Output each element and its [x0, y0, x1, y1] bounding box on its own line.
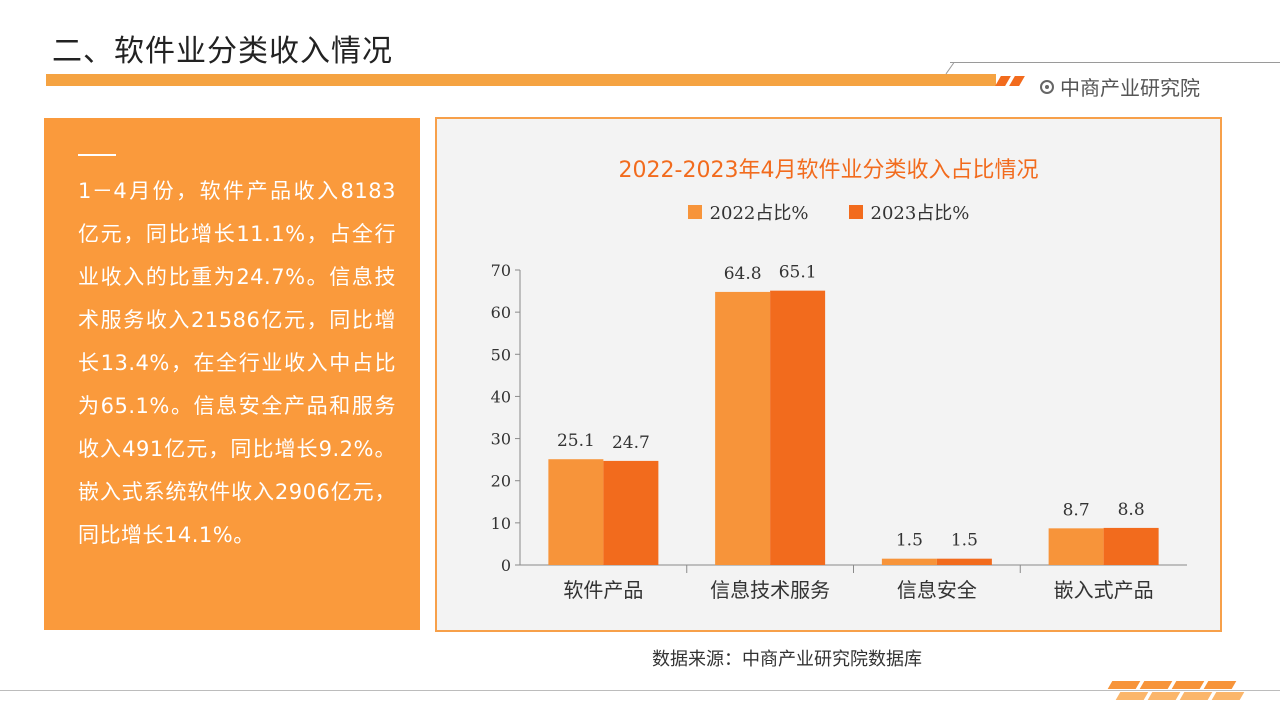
- data-label: 64.8: [724, 264, 762, 284]
- x-category-label: 信息技术服务: [710, 578, 830, 602]
- bar-0-2: [881, 558, 937, 565]
- panel-dash: [78, 154, 116, 156]
- legend-swatch-2022: [687, 205, 702, 219]
- y-tick-label: 70: [491, 261, 511, 280]
- header-stripes: [995, 76, 1025, 88]
- bar-0-1: [715, 291, 771, 565]
- footer-stripes: [1107, 681, 1237, 689]
- bar-1-2: [936, 558, 992, 565]
- footer-line: [0, 690, 1280, 691]
- data-label: 8.7: [1063, 500, 1090, 520]
- bar-0-3: [1048, 528, 1104, 565]
- chart-title: 2022-2023年4月软件业分类收入占比情况: [618, 158, 1039, 183]
- target-icon: [1040, 79, 1054, 94]
- legend-item-2022: 2022占比%: [687, 199, 809, 225]
- x-category-label: 嵌入式产品: [1054, 578, 1154, 602]
- y-tick-label: 30: [491, 430, 511, 449]
- x-category-label: 软件产品: [563, 578, 643, 602]
- brand-logo: 中商产业研究院: [1040, 72, 1200, 101]
- title-underline-bar: [46, 74, 996, 86]
- page-title: 二、软件业分类收入情况: [52, 34, 393, 69]
- bar-0-0: [548, 459, 604, 565]
- y-tick-label: 50: [491, 345, 511, 364]
- legend-label-2023: 2023占比%: [870, 203, 970, 224]
- y-tick-label: 0: [501, 556, 511, 575]
- legend-item-2023: 2023占比%: [848, 199, 970, 225]
- data-label: 1.5: [951, 531, 978, 551]
- y-tick-label: 60: [491, 303, 511, 322]
- data-label: 25.1: [557, 431, 595, 451]
- data-label: 24.7: [612, 433, 650, 453]
- data-source: 数据来源：中商产业研究院数据库: [652, 649, 922, 670]
- data-label: 65.1: [779, 263, 817, 283]
- bar-1-3: [1103, 527, 1159, 565]
- brand-name: 中商产业研究院: [1060, 76, 1200, 100]
- data-label: 8.8: [1118, 500, 1145, 520]
- y-tick-label: 20: [491, 472, 511, 491]
- summary-text: 1－4月份，软件产品收入8183亿元，同比增长11.1%，占全行业收入的比重为2…: [78, 179, 396, 547]
- chart-frame: 0 10 20 30 40 50 60 70 25.1 24.7 软件产品 64.8 65.1 信息技术服…: [435, 117, 1222, 632]
- summary-panel: 1－4月份，软件产品收入8183亿元，同比增长11.1%，占全行业收入的比重为2…: [44, 118, 420, 630]
- x-category-label: 信息安全: [897, 578, 977, 602]
- y-tick-label: 10: [491, 514, 511, 533]
- legend-label-2022: 2022占比%: [709, 203, 809, 224]
- header-divider-slant: [945, 62, 955, 75]
- y-tick-label: 40: [491, 387, 511, 406]
- bar-1-0: [603, 460, 659, 565]
- bar-chart: 0 10 20 30 40 50 60 70 25.1 24.7 软件产品 64.8 65.1 信息技术服…: [491, 261, 1187, 602]
- bar-1-1: [770, 290, 826, 565]
- footer-stripes-light: [1115, 692, 1245, 700]
- header-divider-line: [950, 62, 1280, 63]
- legend-swatch-2023: [848, 205, 863, 219]
- data-label: 1.5: [896, 531, 923, 551]
- chart-legend: 2022占比% 2023占比%: [437, 199, 1220, 225]
